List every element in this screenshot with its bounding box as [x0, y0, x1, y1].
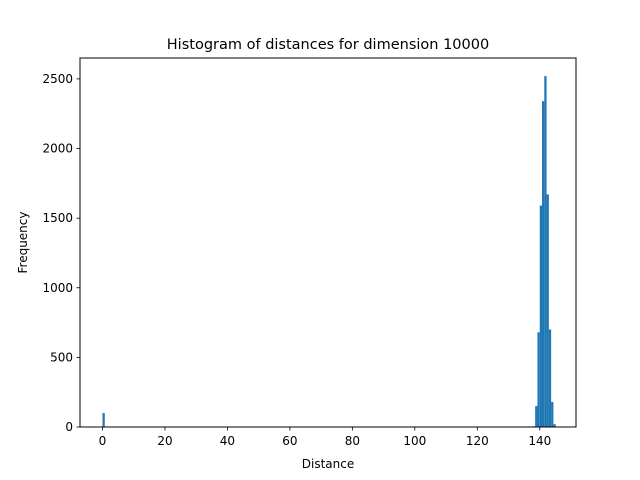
x-axis-ticks: 0 20 40 60 80 100 120 140: [99, 427, 551, 448]
x-tick-label-3: 60: [282, 434, 297, 448]
histogram-bar-3: [537, 332, 540, 427]
histogram-bar-2: [535, 406, 538, 427]
x-tick-label-4: 80: [345, 434, 360, 448]
y-tick-label-1: 500: [50, 350, 73, 364]
histogram-bar-9: [551, 401, 554, 427]
plot-frame: [79, 57, 577, 428]
x-tick-label-2: 40: [220, 434, 235, 448]
histogram-bar-8: [548, 329, 552, 427]
y-tick-label-2: 1000: [42, 281, 73, 295]
y-tick-label-3: 1500: [42, 211, 73, 225]
chart-title: Histogram of distances for dimension 100…: [167, 37, 489, 53]
y-tick-label-4: 2000: [42, 142, 73, 156]
y-tick-label-5: 2500: [42, 72, 73, 86]
y-tick-label-0: 0: [65, 420, 73, 434]
x-tick-label-0: 0: [99, 434, 107, 448]
x-axis-label: Distance: [302, 457, 354, 471]
histogram-bar-7: [546, 194, 549, 427]
histogram-bar-4: [539, 205, 543, 427]
histogram-bar-0: [102, 413, 105, 427]
x-tick-label-6: 120: [466, 434, 489, 448]
x-tick-label-5: 100: [403, 434, 426, 448]
histogram-bar-5: [542, 101, 545, 427]
histogram-bar-10: [553, 424, 556, 427]
x-tick-label-7: 140: [528, 434, 551, 448]
y-axis-label: Frequency: [16, 212, 30, 274]
y-axis-ticks: 0 500 1000 1500 2000 2500: [42, 72, 80, 434]
bars-group: [102, 76, 556, 428]
histogram-bar-6: [544, 76, 547, 428]
x-tick-label-1: 20: [157, 434, 172, 448]
